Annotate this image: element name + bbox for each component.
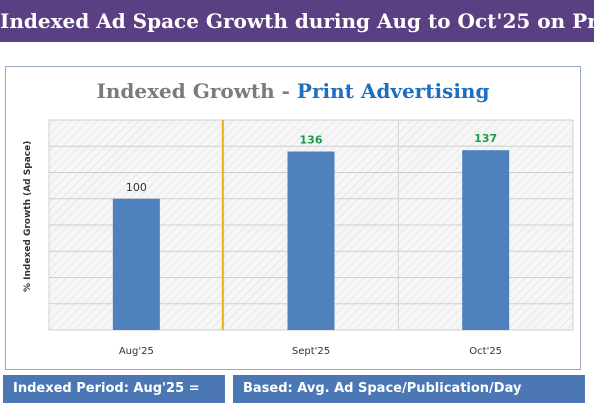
bar [287, 151, 335, 330]
basis-text: Based: Avg. Ad Space/Publication/Day [243, 381, 522, 396]
bar [462, 150, 510, 330]
indexed-period-label: Indexed Period: Aug'25 = [3, 375, 225, 403]
x-tick-label: Oct'25 [469, 346, 502, 357]
basis-label: Based: Avg. Ad Space/Publication/Day [233, 375, 585, 403]
chart-title-part2: Print Advertising [296, 79, 490, 103]
indexed-period-text: Indexed Period: Aug'25 = [13, 381, 200, 396]
page-title-banner: Indexed Ad Space Growth during Aug to Oc… [0, 0, 594, 42]
x-tick-label: Aug'25 [119, 346, 154, 357]
data-label: 100 [126, 181, 147, 194]
data-label: 136 [300, 134, 323, 147]
page-title: Indexed Ad Space Growth during Aug to Oc… [0, 9, 594, 33]
bar-chart: 100 Aug'25 136 Sept'25 137 Oct'25 [48, 119, 574, 357]
bar [112, 198, 160, 330]
data-label: 137 [474, 132, 497, 145]
chart-title-part1: Indexed Growth - [96, 79, 297, 103]
chart-container: Indexed Growth - Print Advertising % Ind… [5, 66, 581, 370]
chart-title: Indexed Growth - Print Advertising [6, 79, 580, 103]
x-tick-label: Sept'25 [292, 346, 330, 357]
